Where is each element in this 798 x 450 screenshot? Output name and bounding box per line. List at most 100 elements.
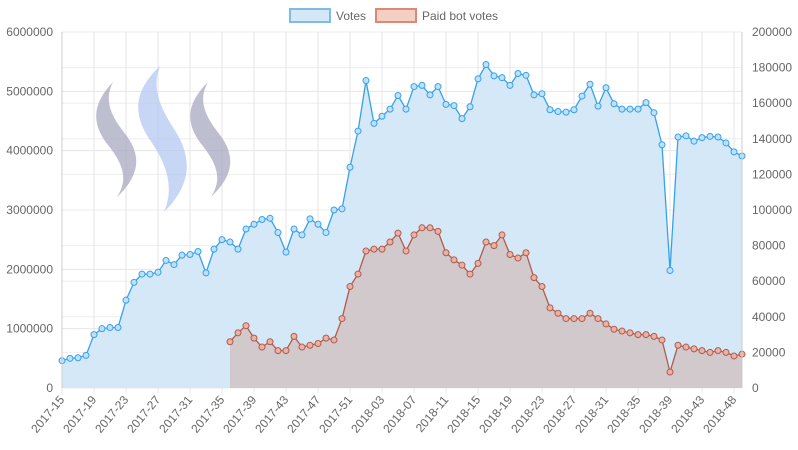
- paid-bot-votes-point: [706, 348, 714, 356]
- paid-bot-votes-point: [562, 315, 570, 323]
- paid-bot-votes-point: [370, 245, 378, 253]
- votes-point: [130, 278, 138, 286]
- paid-bot-votes-point: [482, 238, 490, 246]
- paid-bot-votes-point: [722, 348, 730, 356]
- paid-bot-votes-point: [610, 325, 618, 333]
- votes-point: [658, 141, 666, 149]
- x-tick-label: 2017-19: [60, 393, 99, 436]
- votes-point: [474, 75, 482, 83]
- y-right-tick-label: 80000: [752, 239, 786, 253]
- y-left-tick-label: 5000000: [6, 84, 53, 98]
- paid-bot-votes-point: [690, 345, 698, 353]
- logo-stroke: [96, 82, 137, 197]
- votes-point: [690, 137, 698, 145]
- votes-point: [258, 215, 266, 223]
- paid-bot-votes-point: [354, 270, 362, 278]
- paid-bot-votes-point: [730, 352, 738, 360]
- votes-point: [610, 100, 618, 108]
- votes-point: [226, 238, 234, 246]
- votes-point: [338, 205, 346, 213]
- chart-legend: Votes Paid bot votes: [289, 8, 498, 23]
- votes-series: [58, 61, 746, 388]
- votes-point: [730, 148, 738, 156]
- paid-bot-votes-point: [242, 322, 250, 330]
- x-tick-label: 2017-31: [156, 393, 195, 436]
- votes-point: [210, 245, 218, 253]
- x-tick-label: 2018-19: [476, 393, 515, 436]
- paid-bot-votes-point: [322, 334, 330, 342]
- paid-bot-votes-point: [618, 327, 626, 335]
- votes-point: [426, 91, 434, 99]
- x-tick-label: 2017-23: [92, 393, 131, 436]
- paid-bot-votes-point: [530, 274, 538, 282]
- votes-point: [482, 61, 490, 69]
- votes-point: [314, 220, 322, 228]
- x-tick-label: 2018-03: [348, 393, 387, 436]
- paid-bot-votes-point: [466, 270, 474, 278]
- votes-point: [554, 108, 562, 116]
- legend-label-paid-bot-votes: Paid bot votes: [422, 9, 498, 23]
- votes-point: [490, 72, 498, 80]
- votes-point: [250, 220, 258, 228]
- paid-bot-votes-point: [698, 347, 706, 355]
- paid-bot-votes-point: [434, 227, 442, 235]
- paid-bot-votes-point: [266, 338, 274, 346]
- paid-bot-votes-point: [658, 336, 666, 344]
- votes-point: [514, 70, 522, 78]
- paid-bot-votes-point: [474, 259, 482, 267]
- x-tick-label: 2017-47: [284, 393, 323, 436]
- paid-bot-votes-point: [450, 256, 458, 264]
- y-right-tick-label: 20000: [752, 345, 786, 359]
- x-tick-label: 2017-43: [252, 393, 291, 436]
- votes-point: [98, 325, 106, 333]
- x-tick-label: 2018-27: [540, 393, 579, 436]
- x-tick-label: 2017-51: [316, 393, 355, 436]
- votes-point: [322, 229, 330, 237]
- votes-point: [594, 102, 602, 110]
- x-tick-label: 2017-15: [28, 393, 67, 436]
- paid-bot-votes-point: [250, 334, 258, 342]
- paid-bot-votes-point: [594, 315, 602, 323]
- paid-bot-votes-point: [642, 331, 650, 339]
- votes-point: [466, 103, 474, 111]
- paid-bot-votes-point: [674, 341, 682, 349]
- votes-point: [106, 323, 114, 331]
- votes-point: [114, 323, 122, 331]
- y-left-tick-label: 6000000: [6, 25, 53, 39]
- paid-bot-votes-point: [338, 315, 346, 323]
- paid-bot-votes-point: [290, 332, 298, 340]
- votes-point: [386, 105, 394, 113]
- y-right-tick-label: 140000: [752, 132, 792, 146]
- votes-point: [194, 248, 202, 256]
- x-tick-label: 2018-23: [508, 393, 547, 436]
- paid-bot-votes-point: [298, 343, 306, 351]
- legend-label-votes: Votes: [336, 9, 366, 23]
- votes-point: [306, 215, 314, 223]
- y-right-tick-label: 100000: [752, 203, 792, 217]
- votes-point: [650, 109, 658, 117]
- paid-bot-votes-point: [274, 347, 282, 355]
- paid-bot-votes-point: [546, 304, 554, 312]
- votes-point: [538, 90, 546, 98]
- paid-bot-votes-point: [634, 331, 642, 339]
- x-tick-label: 2018-35: [604, 393, 643, 436]
- votes-point: [402, 105, 410, 113]
- paid-bot-votes-point: [506, 251, 514, 258]
- votes-point: [394, 91, 402, 99]
- paid-bot-votes-point: [666, 368, 674, 376]
- paid-bot-votes-point: [538, 283, 546, 291]
- logo-stroke: [190, 82, 231, 197]
- votes-point: [410, 83, 418, 91]
- logo-stroke: [138, 66, 187, 212]
- votes-point: [674, 133, 682, 141]
- votes-point: [266, 214, 274, 222]
- votes-point: [642, 99, 650, 107]
- votes-point: [450, 102, 458, 110]
- paid-bot-votes-point: [410, 231, 418, 239]
- votes-point: [162, 256, 170, 264]
- paid-bot-votes-point: [378, 245, 386, 253]
- y-left-tick-label: 0: [46, 381, 53, 395]
- paid-bot-votes-point: [282, 347, 290, 355]
- paid-bot-votes-point: [234, 329, 242, 337]
- votes-point: [282, 248, 290, 256]
